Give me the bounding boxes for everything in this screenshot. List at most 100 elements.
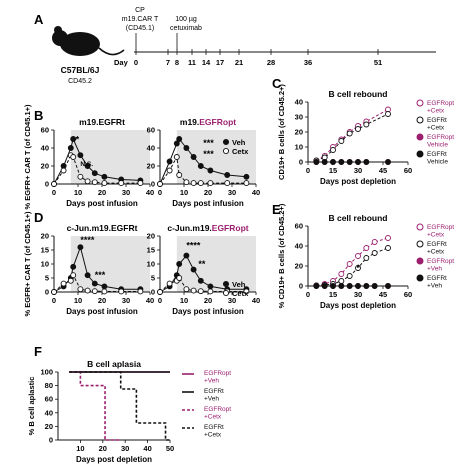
series-egfropt-cetx-step-line xyxy=(69,371,121,441)
legend-marker xyxy=(416,223,424,231)
series-egfrt-vehicle-point xyxy=(355,159,361,165)
y-tick-label: 0 xyxy=(45,180,49,189)
y-tick-label: 5 xyxy=(45,274,49,283)
series-veh-point xyxy=(84,272,91,279)
x-tick-label: 0 xyxy=(306,166,310,175)
series-egfropt-cetx-point xyxy=(338,271,345,277)
x-tick-label: 30 xyxy=(228,296,236,305)
x-tick-label: 40 xyxy=(146,296,154,305)
legend-marker xyxy=(416,150,424,158)
x-tick-label: 40 xyxy=(252,188,260,197)
x-tick-label: 60 xyxy=(404,166,412,175)
timeline-day-label: 8 xyxy=(175,58,179,67)
legend-label: +Veh xyxy=(204,396,219,403)
y-tick-label: 20 xyxy=(295,128,303,137)
significance-annotation: * xyxy=(76,135,80,145)
series-veh-point xyxy=(77,244,84,251)
cp-label: CP xyxy=(135,7,145,14)
x-tick-label: 20 xyxy=(204,188,212,197)
x-tick-label: 20 xyxy=(204,296,212,305)
legend-label: EGFRopt xyxy=(204,370,231,377)
series-egfrt-cetx-point xyxy=(363,121,370,128)
x-axis-label: Days post depletion xyxy=(320,301,396,310)
timeline-day-label: 21 xyxy=(235,58,243,67)
series-cetx-point xyxy=(118,288,125,295)
series-veh-point xyxy=(84,163,91,169)
y-tick-label: 30 xyxy=(295,113,303,122)
series-veh-point xyxy=(91,170,98,177)
series-egfropt-cetx-point xyxy=(363,245,370,251)
series-cetx-point xyxy=(197,288,204,295)
legend-label: +Veh xyxy=(204,378,219,385)
legend-label: Cetx xyxy=(232,289,249,298)
legend-label: EGFRt xyxy=(427,151,447,158)
series-veh-point xyxy=(197,277,204,284)
series-cetx-point xyxy=(173,154,180,160)
significance-annotation: **** xyxy=(80,235,95,245)
x-tick-label: 10 xyxy=(74,188,82,197)
y-tick-label: 15 xyxy=(41,246,49,255)
series-veh-point xyxy=(176,261,183,267)
legend-label: EGFRt xyxy=(427,241,447,248)
y-tick-label: 40 xyxy=(295,98,303,107)
series-veh-point xyxy=(173,140,180,147)
series-cetx-point xyxy=(118,180,125,187)
cetuximab-window-shade xyxy=(176,236,256,292)
series-veh-point xyxy=(190,266,197,273)
x-tick-label: 30 xyxy=(354,166,362,175)
series-cetx-point xyxy=(84,178,91,185)
legend-label: EGFRopt xyxy=(427,134,454,141)
x-axis-label: Days post depletion xyxy=(320,177,396,186)
series-egfrt-vehicle-point xyxy=(338,159,345,165)
series-cetx-point xyxy=(101,180,108,187)
y-tick-label: 20 xyxy=(41,162,49,171)
series-veh-point xyxy=(77,152,84,159)
y-tick-label: 60 xyxy=(147,126,155,135)
panel-letter-d: D xyxy=(34,210,43,225)
x-tick-label: 10 xyxy=(74,296,82,305)
y-tick-label: 40 xyxy=(45,408,53,417)
series-veh-point xyxy=(91,280,98,287)
series-cetx-point xyxy=(243,180,250,187)
series-cetx-point xyxy=(224,180,231,187)
y-tick-label: 100 xyxy=(40,368,53,377)
y-tick-label: 0 xyxy=(299,282,303,291)
series-egfrt-cetx-point xyxy=(363,255,370,261)
chart-title: m19.EGFRt xyxy=(79,117,125,127)
x-tick-label: 0 xyxy=(306,290,310,299)
y-tick-label: 20 xyxy=(295,262,303,271)
series-egfrt-vehicle-point xyxy=(321,159,328,165)
x-axis-label: Days post infusion xyxy=(172,307,244,316)
series-cetx-point xyxy=(190,287,197,294)
y-tick-label: 20 xyxy=(147,162,155,171)
series-cetx-line xyxy=(53,154,141,185)
timeline-day-label: 0 xyxy=(134,58,138,67)
series-egfropt-cetx-point xyxy=(371,239,378,245)
legend-marker xyxy=(222,289,230,297)
x-tick-label: 30 xyxy=(121,444,129,453)
x-axis-label: Days post infusion xyxy=(172,199,244,208)
series-egfropt-cetx-point xyxy=(385,235,391,241)
series-egfrt-veh-point xyxy=(313,283,320,289)
timeline-day-label: 51 xyxy=(374,58,382,67)
series-cetx-line xyxy=(159,155,247,185)
x-tick-label: 0 xyxy=(52,188,56,197)
y-tick-label: 0 xyxy=(49,436,53,445)
series-veh-point xyxy=(224,172,231,178)
legend-marker xyxy=(416,116,424,124)
series-cetx-point xyxy=(101,288,108,295)
panel-letter-b: B xyxy=(34,108,43,123)
series-cetx-point xyxy=(190,180,197,187)
series-egfrt-cetx-point xyxy=(355,126,361,132)
cetuximab-window-shade xyxy=(70,236,150,292)
series-cetx-point xyxy=(137,288,144,295)
significance-annotation: **** xyxy=(186,241,201,251)
series-cetx-line xyxy=(159,277,247,293)
series-cetx-point xyxy=(77,286,84,293)
y-tick-label: 60 xyxy=(295,222,303,231)
series-egfropt-cetx-line xyxy=(316,237,389,286)
legend-label: EGFRopt xyxy=(427,100,454,107)
legend-label: EGFRt xyxy=(204,388,224,395)
